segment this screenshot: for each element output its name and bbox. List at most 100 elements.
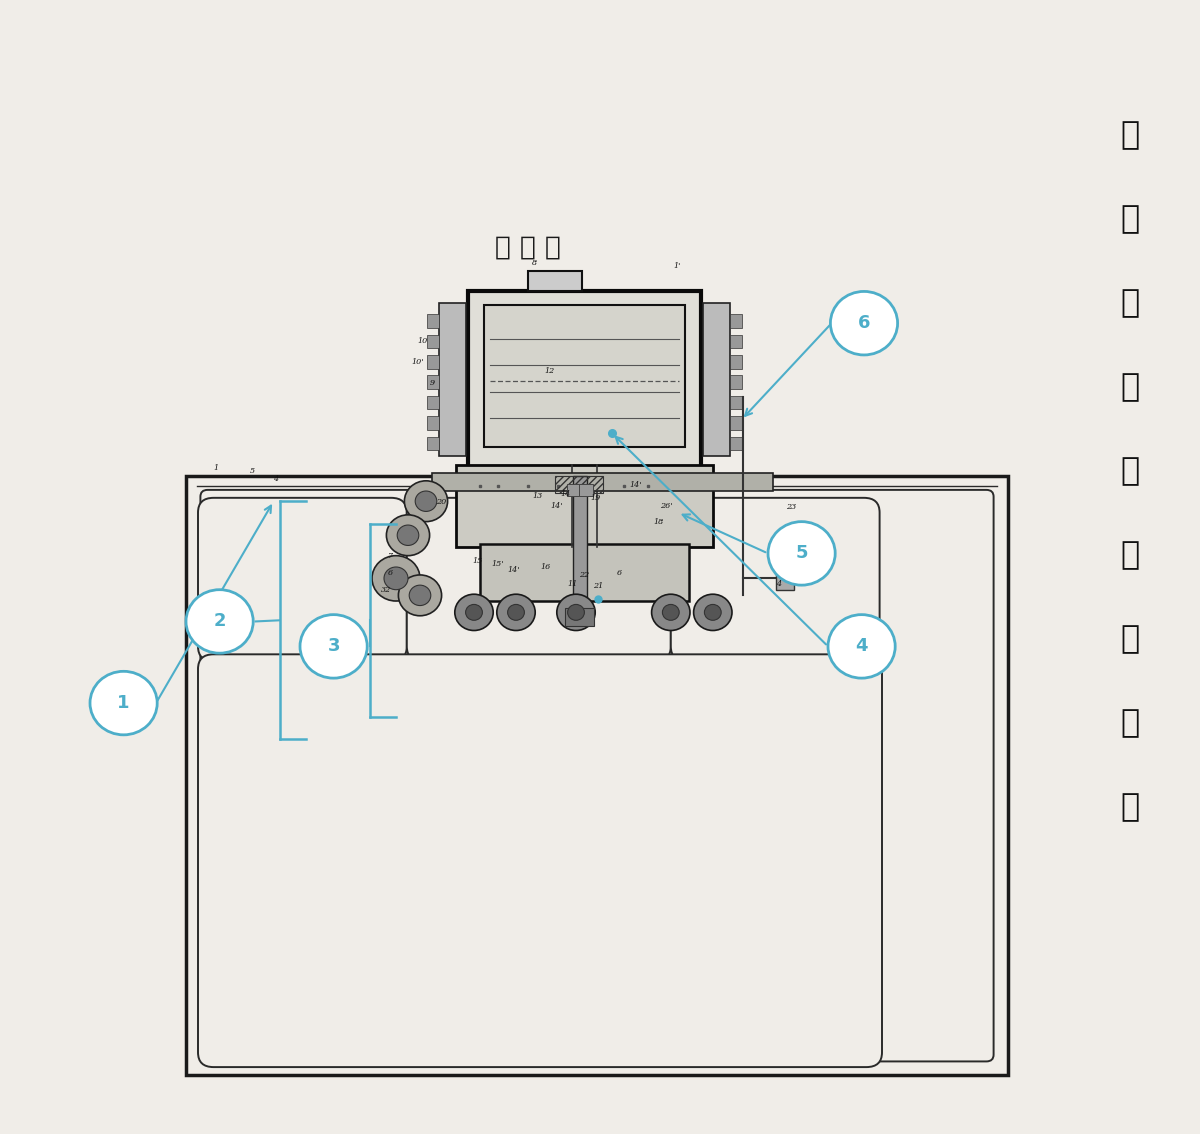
Text: 1': 1' xyxy=(673,262,680,271)
Text: 14': 14' xyxy=(629,481,642,490)
Bar xyxy=(730,375,742,389)
Circle shape xyxy=(372,556,420,601)
Text: 14': 14' xyxy=(551,501,563,510)
Text: 1: 1 xyxy=(118,694,130,712)
Circle shape xyxy=(662,604,679,620)
Bar xyxy=(439,303,466,456)
Circle shape xyxy=(455,594,493,631)
Circle shape xyxy=(768,522,835,585)
Text: 32: 32 xyxy=(382,585,391,594)
Text: 1: 1 xyxy=(214,464,218,473)
Text: 11: 11 xyxy=(568,579,577,589)
Text: 15': 15' xyxy=(492,560,504,568)
Bar xyxy=(427,416,439,430)
Circle shape xyxy=(409,585,431,606)
Circle shape xyxy=(397,525,419,545)
Bar xyxy=(528,271,582,291)
FancyBboxPatch shape xyxy=(407,498,671,661)
Text: 6: 6 xyxy=(617,568,622,577)
Bar xyxy=(427,375,439,389)
Text: 號: 號 xyxy=(1121,792,1140,823)
FancyBboxPatch shape xyxy=(671,498,880,661)
Text: 9: 9 xyxy=(430,379,434,387)
Text: 5: 5 xyxy=(250,466,254,475)
Circle shape xyxy=(398,575,442,616)
Bar xyxy=(566,484,581,496)
Text: 18: 18 xyxy=(654,518,664,526)
Text: 4: 4 xyxy=(856,637,868,655)
Text: 第: 第 xyxy=(1121,288,1140,320)
Circle shape xyxy=(300,615,367,678)
Text: 2: 2 xyxy=(214,612,226,631)
Circle shape xyxy=(830,291,898,355)
Bar xyxy=(427,314,439,328)
Bar xyxy=(432,473,773,491)
Bar xyxy=(427,355,439,369)
Bar xyxy=(427,335,439,348)
Text: 8: 8 xyxy=(532,259,536,268)
Bar xyxy=(730,416,742,430)
Bar xyxy=(776,561,794,590)
Bar xyxy=(554,476,602,493)
Bar xyxy=(186,476,1008,1075)
Text: 19: 19 xyxy=(590,493,601,501)
Text: 14': 14' xyxy=(508,566,520,574)
Text: 12: 12 xyxy=(545,366,554,374)
Text: 六: 六 xyxy=(1121,372,1140,404)
Bar xyxy=(703,303,730,456)
Circle shape xyxy=(828,615,895,678)
Text: 6: 6 xyxy=(388,568,392,577)
Text: 四: 四 xyxy=(1121,540,1140,572)
Text: 14: 14 xyxy=(560,490,571,498)
Bar xyxy=(578,484,593,496)
Bar xyxy=(572,476,587,612)
Text: 五: 五 xyxy=(1121,624,1140,655)
Circle shape xyxy=(386,515,430,556)
Circle shape xyxy=(186,590,253,653)
Circle shape xyxy=(694,594,732,631)
Text: 21: 21 xyxy=(593,582,604,591)
FancyBboxPatch shape xyxy=(198,654,882,1067)
Text: 16: 16 xyxy=(541,562,551,572)
Circle shape xyxy=(384,567,408,590)
Bar xyxy=(456,465,713,547)
Circle shape xyxy=(497,594,535,631)
Text: 23: 23 xyxy=(786,502,796,511)
FancyBboxPatch shape xyxy=(198,498,407,661)
Circle shape xyxy=(568,604,584,620)
Bar xyxy=(484,305,685,447)
Text: 図 一 第: 図 一 第 xyxy=(496,235,560,260)
Bar xyxy=(730,355,742,369)
Circle shape xyxy=(404,481,448,522)
Circle shape xyxy=(557,594,595,631)
Text: 22: 22 xyxy=(580,570,589,579)
Text: 7: 7 xyxy=(388,551,392,560)
Text: 15: 15 xyxy=(473,557,482,566)
Text: 26': 26' xyxy=(660,501,672,510)
Text: 許: 許 xyxy=(1121,204,1140,236)
Circle shape xyxy=(90,671,157,735)
Bar xyxy=(730,396,742,409)
Text: 6: 6 xyxy=(858,314,870,332)
Text: 3: 3 xyxy=(328,637,340,655)
Bar xyxy=(468,291,701,467)
Bar xyxy=(427,437,439,450)
Circle shape xyxy=(415,491,437,511)
Bar xyxy=(730,314,742,328)
Bar xyxy=(427,396,439,409)
Bar xyxy=(565,608,594,626)
FancyBboxPatch shape xyxy=(200,490,994,1061)
Bar xyxy=(480,544,689,601)
Text: 5: 5 xyxy=(796,544,808,562)
Text: 4: 4 xyxy=(776,579,781,589)
Text: 四: 四 xyxy=(1121,456,1140,488)
Circle shape xyxy=(466,604,482,620)
Text: 三: 三 xyxy=(1121,708,1140,739)
Text: 13: 13 xyxy=(533,492,542,500)
Text: 10': 10' xyxy=(412,357,424,366)
Text: 4: 4 xyxy=(274,474,278,483)
Text: 20: 20 xyxy=(437,498,446,506)
Circle shape xyxy=(704,604,721,620)
Bar xyxy=(730,335,742,348)
Text: 10: 10 xyxy=(418,337,427,345)
